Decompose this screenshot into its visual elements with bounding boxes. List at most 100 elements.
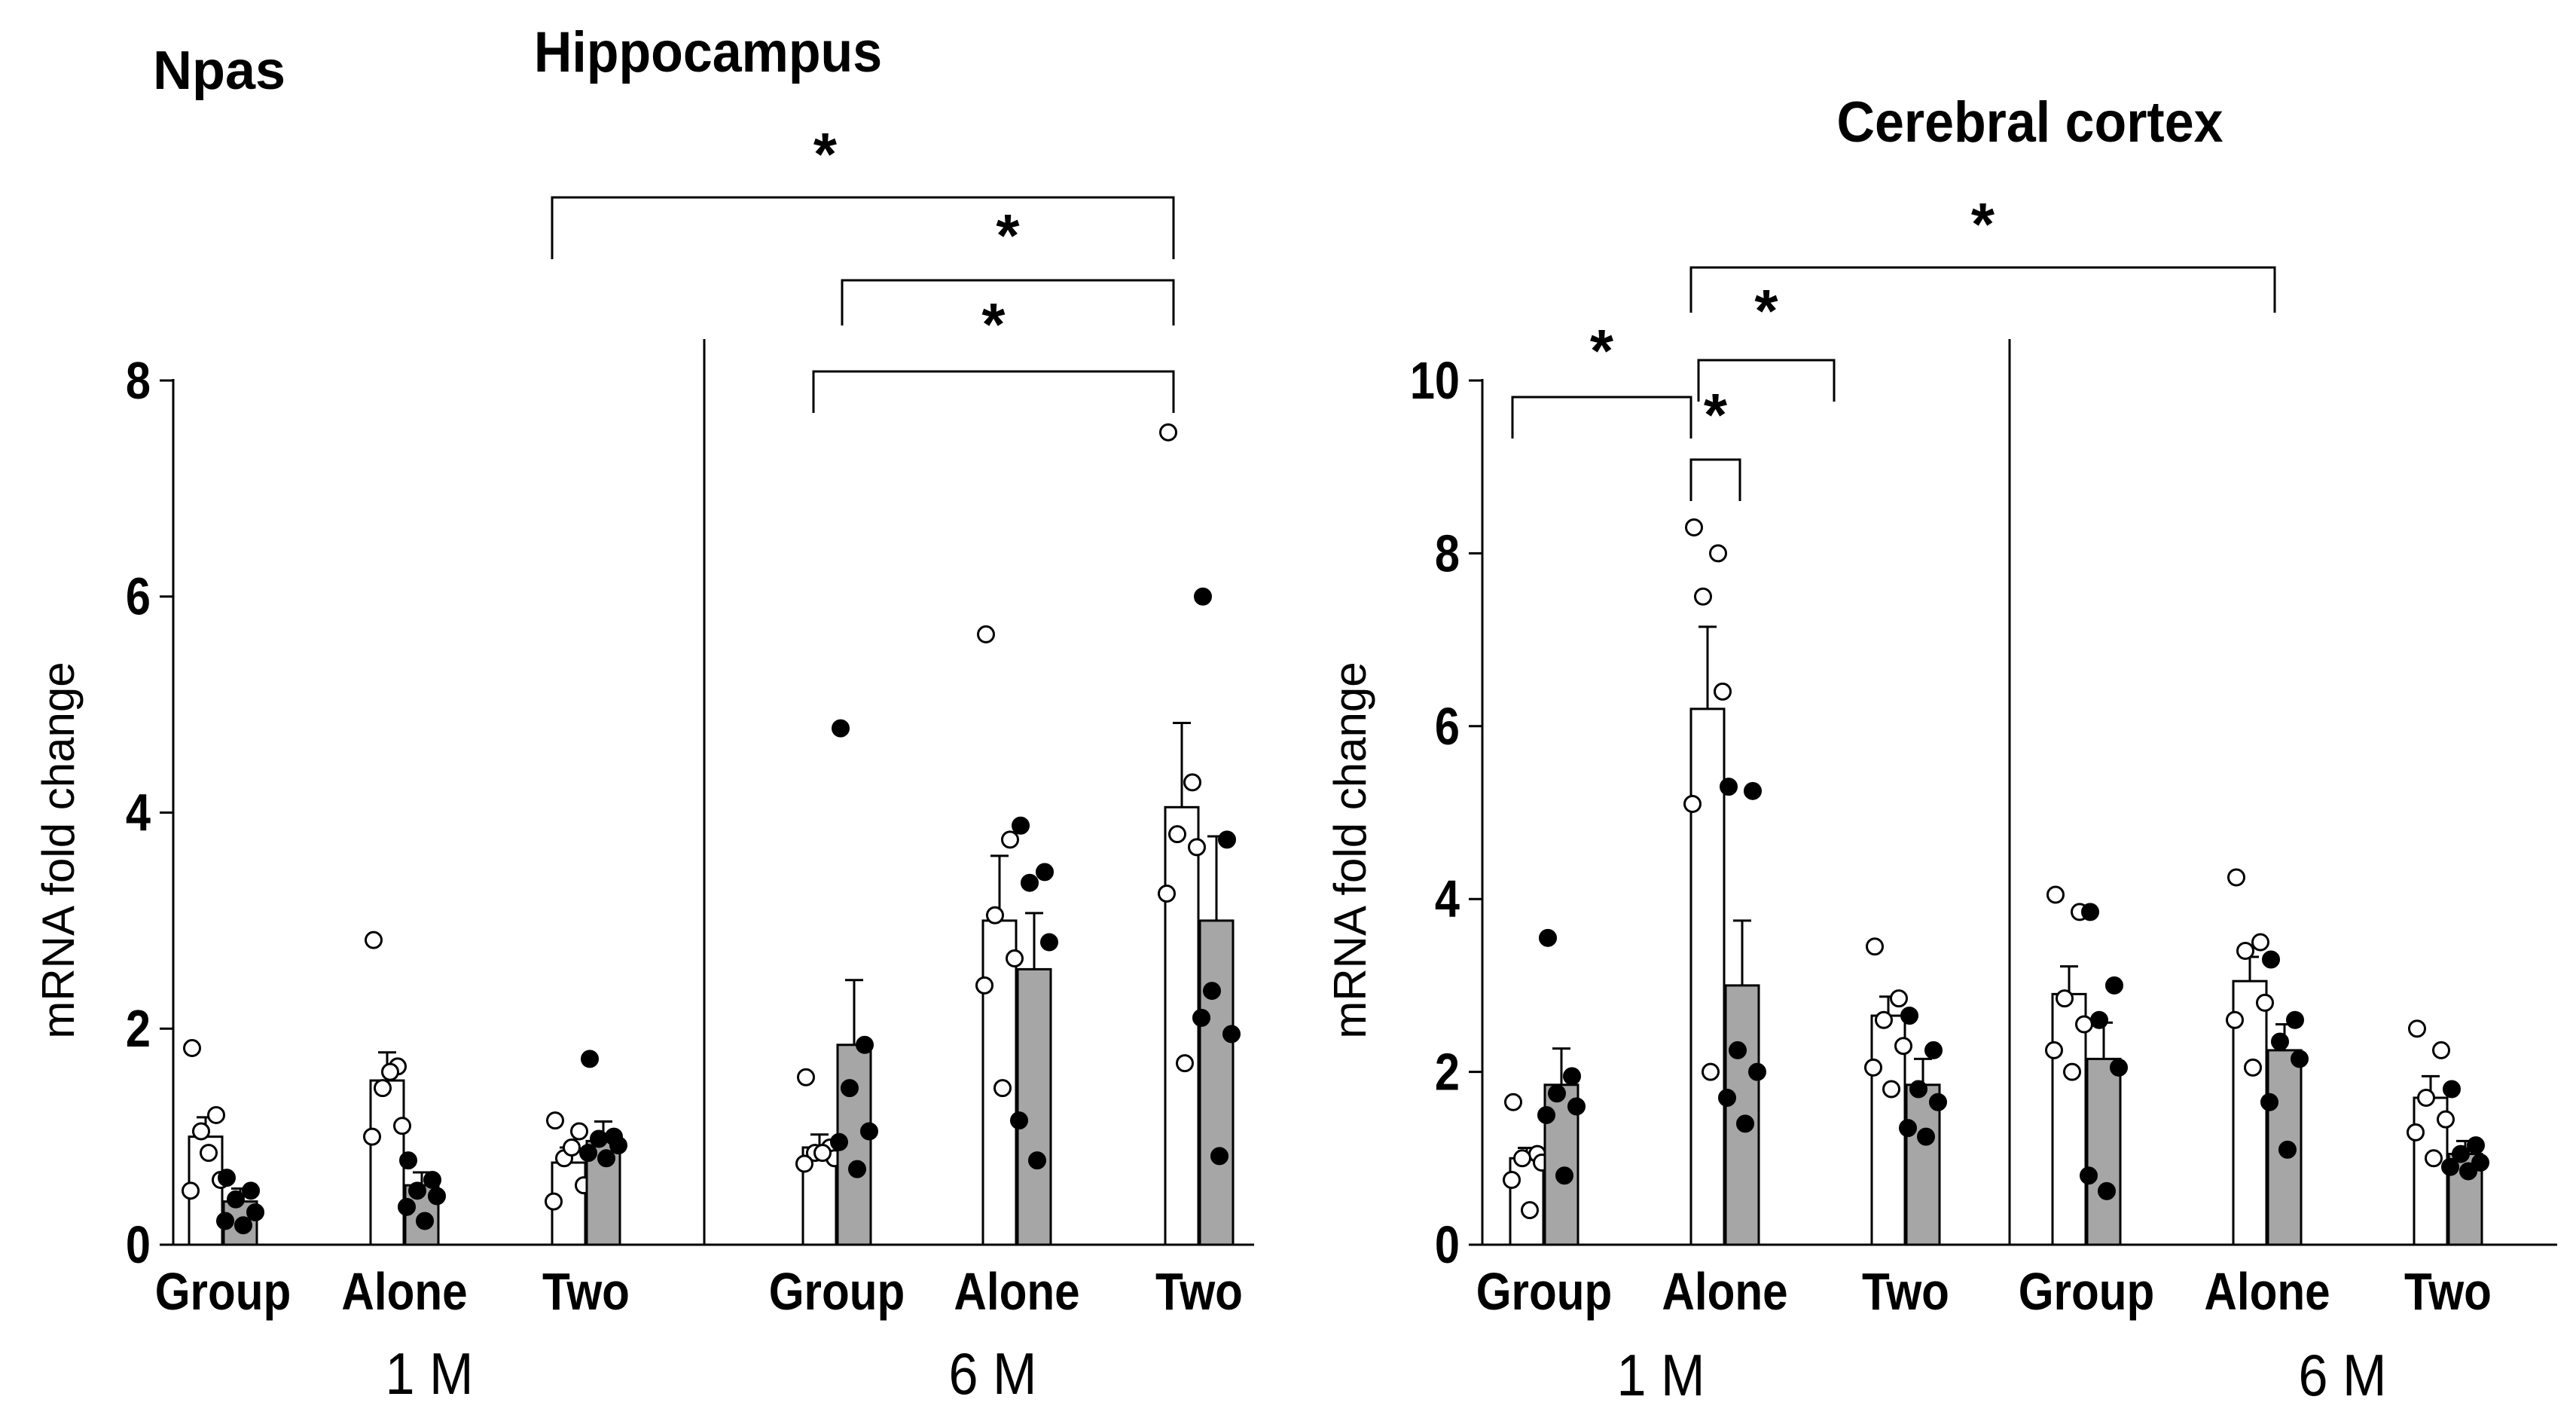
data-point-white [797, 1068, 815, 1086]
significance-bracket [841, 279, 1175, 325]
data-point-white [1864, 1058, 1882, 1077]
data-point-white [2056, 989, 2074, 1008]
age-group-label: 1 M [1616, 1343, 1705, 1408]
data-point-white [563, 1138, 581, 1157]
data-point-white [1006, 949, 1024, 968]
data-point-white [813, 1144, 832, 1163]
data-point-grey [2467, 1136, 2485, 1155]
data-point-grey [1539, 928, 1557, 947]
data-point-grey [227, 1190, 245, 1209]
data-point-white [363, 1127, 381, 1146]
data-point-white [207, 1105, 225, 1124]
data-point-white [975, 976, 993, 995]
data-point-grey [416, 1212, 434, 1230]
y-axis-label: mRNA fold change [1325, 662, 1375, 1038]
data-point-white [1183, 773, 1201, 792]
data-point-white [2226, 1010, 2244, 1029]
significance-bracket [1689, 266, 2276, 313]
data-point-grey [1899, 1119, 1917, 1138]
bar-grey-alone-4 [1016, 967, 1052, 1246]
data-point-white [182, 1181, 200, 1200]
data-point-grey [1929, 1093, 1947, 1111]
data-point-white [795, 1154, 813, 1173]
data-point-grey [1917, 1127, 1935, 1146]
data-point-grey [1744, 781, 1762, 800]
data-point-white [1875, 1010, 1893, 1029]
bar-white-group-0 [1509, 1157, 1545, 1246]
chart-title: Cerebral cortex [1837, 90, 2223, 154]
data-point-white [1168, 825, 1186, 844]
significance-bracket [1697, 359, 1836, 402]
x-category-label: Two [2404, 1262, 2492, 1321]
data-point-white [1882, 1080, 1900, 1099]
x-category-label: Group [155, 1262, 291, 1321]
data-point-white [1176, 1054, 1194, 1073]
data-point-grey [1192, 1008, 1210, 1027]
significance-star: * [996, 202, 1020, 269]
data-point-grey [856, 1035, 874, 1054]
bar-grey-group-0 [1543, 1083, 1579, 1246]
data-point-grey [848, 1160, 866, 1178]
y-tick-label: 6 [1435, 696, 1460, 756]
y-tick-label: 4 [126, 783, 151, 842]
data-point-grey [581, 1050, 599, 1068]
x-category-label: Group [1476, 1262, 1613, 1321]
y-tick-label: 10 [1410, 350, 1460, 410]
data-point-grey [1218, 830, 1236, 849]
data-point-white [545, 1192, 563, 1211]
data-point-white [1158, 885, 1176, 903]
data-point-grey [1222, 1025, 1241, 1044]
data-point-white [2425, 1149, 2443, 1168]
x-category-label: Alone [1662, 1262, 1787, 1321]
data-point-white [374, 1079, 392, 1098]
data-point-grey [218, 1169, 236, 1187]
data-point-white [381, 1062, 399, 1081]
data-point-grey [1563, 1067, 1581, 1086]
data-point-white [2256, 993, 2274, 1012]
cerebral-cortex-panel: Cerebral cortex mRNA fold change 0 2 4 6 8 10 Gr… [1325, 90, 2557, 1408]
data-point-white [2236, 942, 2254, 961]
y-tick-label: 8 [1435, 524, 1460, 583]
y-tick-label: 8 [126, 350, 151, 410]
chart-title: Hippocampus [534, 20, 882, 84]
data-point-white [2437, 1110, 2455, 1129]
x-category-label: Two [1155, 1262, 1243, 1321]
bar-grey-two-2 [1905, 1083, 1941, 1246]
data-point-white [2244, 1058, 2262, 1077]
data-point-grey [242, 1181, 260, 1200]
data-point-white [2408, 1019, 2426, 1038]
bar-grey-two-5 [1198, 919, 1235, 1246]
age-group-label: 6 M [2298, 1343, 2386, 1408]
gene-label: Npas [153, 41, 285, 101]
significance-star: * [1590, 317, 1614, 384]
data-point-grey [1736, 1114, 1754, 1133]
data-point-grey [1555, 1166, 1573, 1185]
data-point-grey [399, 1151, 417, 1170]
data-point-grey [2286, 1010, 2304, 1029]
age-group-label: 1 M [385, 1341, 473, 1407]
data-point-white [183, 1039, 201, 1058]
data-point-white [2045, 1041, 2063, 1059]
significance-bracket [1511, 396, 1692, 439]
data-point-white [200, 1144, 218, 1163]
bar-grey-alone-1 [1724, 984, 1760, 1246]
data-point-white [1001, 830, 1019, 849]
data-point-white [1894, 1037, 1912, 1056]
data-point-grey [1203, 982, 1221, 1001]
data-point-grey [408, 1181, 426, 1200]
data-point-grey [1036, 863, 1054, 882]
data-point-grey [597, 1149, 615, 1168]
data-point-white [2063, 1062, 2081, 1081]
data-point-grey [1537, 1105, 1555, 1124]
y-tick-label: 0 [126, 1215, 151, 1274]
data-point-white [1503, 1170, 1521, 1189]
significance-star: * [981, 291, 1006, 358]
y-tick-label: 2 [126, 999, 151, 1059]
data-point-white [393, 1117, 411, 1135]
data-point-grey [2098, 1181, 2116, 1200]
data-point-white [1504, 1093, 1522, 1111]
y-tick-label: 0 [1435, 1215, 1460, 1274]
data-point-grey [398, 1197, 416, 1216]
data-point-grey [1567, 1097, 1586, 1116]
